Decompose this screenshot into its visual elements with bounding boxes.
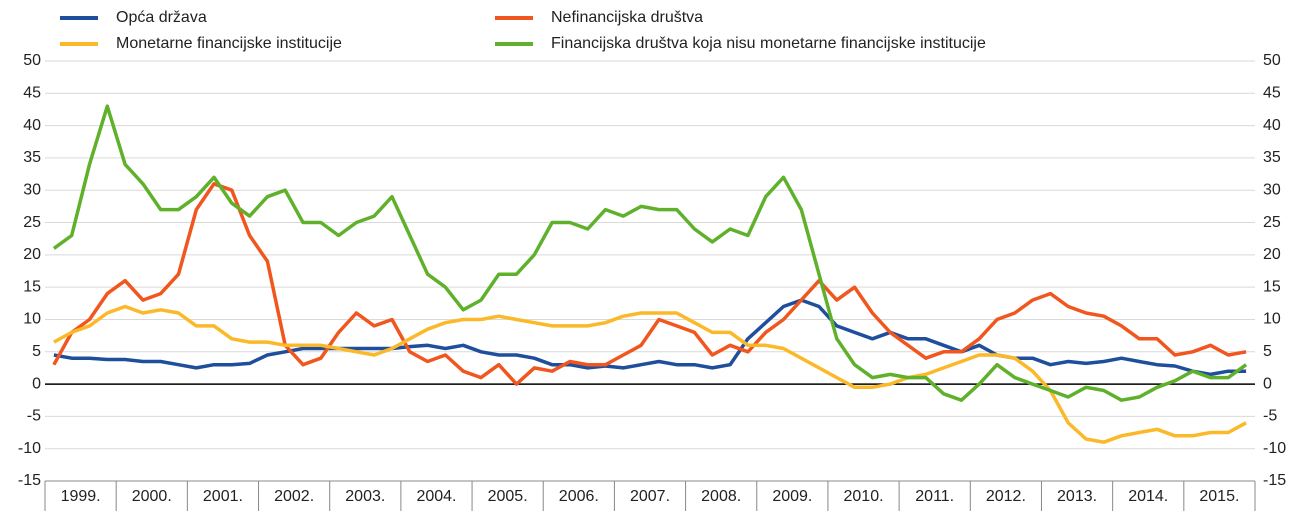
- series-line: [53, 298, 1247, 377]
- x-tick-label: 2015.: [1199, 488, 1239, 505]
- x-tick-label: 2001.: [203, 488, 243, 505]
- y-tick-label: 40: [23, 117, 41, 134]
- x-tick-label: 2014.: [1128, 488, 1168, 505]
- x-tick-label: 2006.: [559, 488, 599, 505]
- x-tick-label: 2012.: [986, 488, 1026, 505]
- y2-tick-label: 20: [1263, 246, 1281, 263]
- y-tick-label: 30: [23, 181, 41, 198]
- y2-tick-label: 15: [1263, 278, 1281, 295]
- y2-tick-label: 25: [1263, 214, 1281, 231]
- x-tick-label: 2009.: [772, 488, 812, 505]
- x-tick-label: 2011.: [915, 488, 954, 505]
- x-tick-label: 2007.: [630, 488, 670, 505]
- y-tick-label: 5: [32, 343, 41, 360]
- legend-label: Financijska društva koja nisu monetarne …: [551, 35, 986, 52]
- y-tick-label: -10: [18, 440, 41, 457]
- y2-tick-label: 0: [1263, 375, 1272, 392]
- y2-tick-label: 50: [1263, 52, 1281, 69]
- y2-tick-label: 35: [1263, 149, 1281, 166]
- x-tick-label: 2005.: [488, 488, 528, 505]
- legend-label: Opća država: [116, 9, 207, 26]
- x-tick-label: 1999.: [61, 488, 101, 505]
- y2-tick-label: -10: [1263, 440, 1286, 457]
- x-tick-label: 2010.: [844, 488, 884, 505]
- y2-tick-label: 5: [1263, 343, 1272, 360]
- y2-tick-label: 40: [1263, 117, 1281, 134]
- y-tick-label: 20: [23, 246, 41, 263]
- y-tick-label: 35: [23, 149, 41, 166]
- y2-tick-label: 45: [1263, 85, 1281, 102]
- y-tick-label: 0: [32, 375, 41, 392]
- series-line: [52, 182, 1247, 386]
- y-tick-label: 50: [23, 52, 41, 69]
- x-tick-label: 2004.: [416, 488, 456, 505]
- x-tick-label: 2002.: [274, 488, 314, 505]
- x-tick-label: 2003.: [345, 488, 385, 505]
- legend-label: Monetarne financijske institucije: [116, 35, 342, 52]
- y-tick-label: 10: [23, 311, 41, 328]
- y2-tick-label: -5: [1263, 408, 1277, 425]
- x-tick-label: 2000.: [132, 488, 172, 505]
- series-line: [53, 304, 1247, 444]
- y-tick-label: 25: [23, 214, 41, 231]
- series-line: [52, 104, 1248, 402]
- y-tick-label: 15: [23, 278, 41, 295]
- legend-label: Nefinancijska društva: [551, 9, 703, 26]
- x-tick-label: 2013.: [1057, 488, 1097, 505]
- y2-tick-label: 10: [1263, 311, 1281, 328]
- y-tick-label: -5: [27, 408, 41, 425]
- y-tick-label: 45: [23, 85, 41, 102]
- y-tick-label: -15: [18, 472, 41, 489]
- x-tick-label: 2008.: [701, 488, 741, 505]
- y2-tick-label: -15: [1263, 472, 1286, 489]
- y2-tick-label: 30: [1263, 181, 1281, 198]
